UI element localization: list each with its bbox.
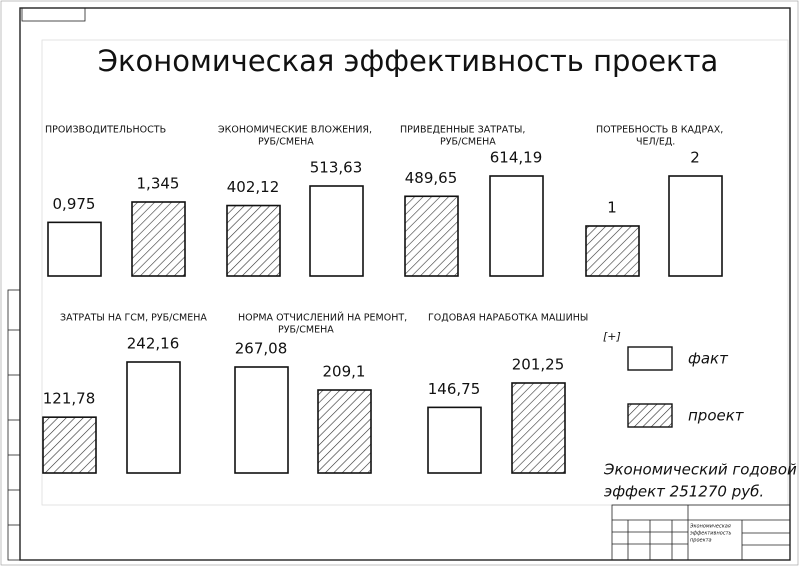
chart-title: РУБ/СМЕНА bbox=[258, 137, 314, 148]
bar bbox=[668, 175, 723, 277]
chart-title: ГОДОВАЯ НАРАБОТКА МАШИНЫ bbox=[428, 313, 588, 324]
bar bbox=[427, 406, 482, 474]
value-label: 242,16 bbox=[127, 335, 180, 353]
bar bbox=[317, 389, 372, 474]
stamp-box bbox=[21, 7, 86, 22]
chart-title: РУБ/СМЕНА bbox=[278, 325, 334, 336]
chart-title: РУБ/СМЕНА bbox=[440, 137, 496, 148]
value-label: 1 bbox=[607, 199, 617, 217]
bar bbox=[489, 175, 544, 277]
bar bbox=[585, 225, 640, 277]
value-label: 2 bbox=[690, 149, 700, 167]
chart-title: ПРИВЕДЕННЫЕ ЗАТРАТЫ, bbox=[400, 125, 525, 136]
frame bbox=[19, 7, 791, 561]
chart-title: ЗАТРАТЫ НА ГСМ, РУБ/СМЕНА bbox=[60, 313, 207, 324]
value-label: 1,345 bbox=[137, 175, 180, 193]
bar bbox=[404, 195, 459, 277]
value-label: 513,63 bbox=[310, 159, 363, 177]
value-label: 121,78 bbox=[43, 390, 96, 408]
title-block-name: эффективность bbox=[690, 531, 731, 537]
chart-title: ЭКОНОМИЧЕСКИЕ ВЛОЖЕНИЯ, bbox=[218, 125, 372, 136]
value-label: 402,12 bbox=[227, 178, 280, 196]
chart-title: ЧЕЛ/ЕД. bbox=[636, 137, 675, 148]
chart-title: НОРМА ОТЧИСЛЕНИЙ НА РЕМОНТ, bbox=[238, 312, 407, 324]
page-title: Экономическая эффективность проекта bbox=[98, 44, 718, 78]
value-label: 614,19 bbox=[490, 149, 543, 167]
title-block-name: Экономическая bbox=[689, 524, 731, 530]
side-strip bbox=[7, 289, 21, 561]
legend-swatch bbox=[627, 346, 673, 371]
legend-swatch bbox=[627, 403, 673, 428]
bar bbox=[42, 416, 97, 474]
value-label: 0,975 bbox=[53, 195, 96, 213]
cursor-mark: [+] bbox=[603, 330, 621, 343]
title-block-name: проекта bbox=[690, 538, 712, 544]
bar bbox=[309, 185, 364, 277]
value-label: 489,65 bbox=[405, 169, 458, 187]
value-label: 267,08 bbox=[235, 340, 288, 358]
legend-label: факт bbox=[688, 350, 729, 368]
note: эффект 251270 руб. bbox=[604, 483, 764, 501]
bar bbox=[234, 366, 289, 474]
note: Экономический годовой bbox=[603, 461, 797, 479]
drawing-area bbox=[41, 39, 789, 506]
title-block bbox=[611, 504, 791, 561]
bar bbox=[126, 361, 181, 474]
value-label: 201,25 bbox=[512, 356, 565, 374]
value-label: 209,1 bbox=[323, 363, 366, 381]
bar bbox=[47, 221, 102, 277]
value-label: 146,75 bbox=[428, 380, 481, 398]
legend-label: проект bbox=[688, 407, 745, 425]
bar bbox=[511, 382, 566, 474]
bar bbox=[226, 204, 281, 277]
bar bbox=[131, 201, 186, 277]
chart-title: ПРОИЗВОДИТЕЛЬНОСТЬ bbox=[45, 125, 166, 136]
chart-title: ПОТРЕБНОСТЬ В КАДРАХ, bbox=[596, 125, 723, 136]
